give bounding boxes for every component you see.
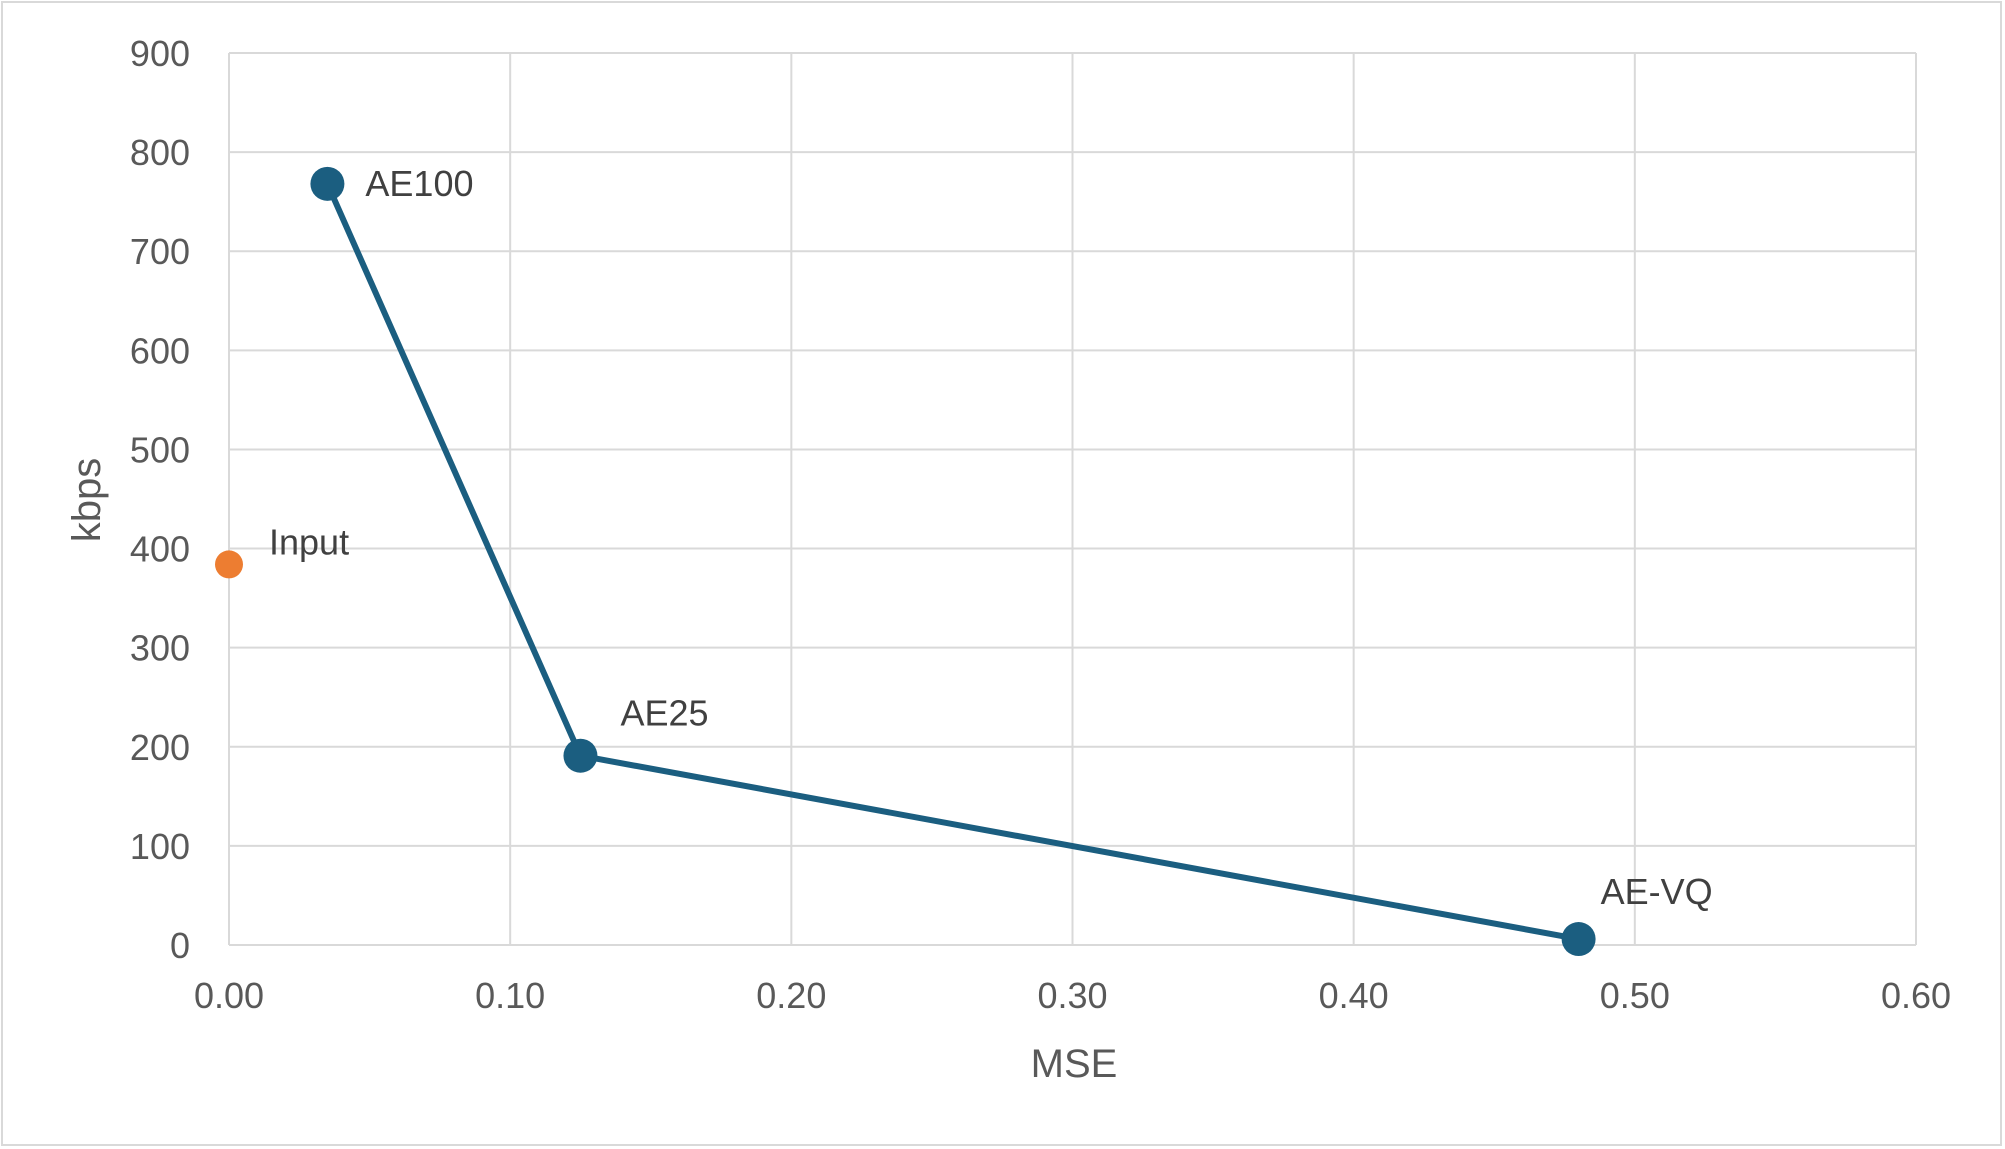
y-tick-label: 500 <box>130 429 190 470</box>
y-tick-label: 600 <box>130 330 190 371</box>
y-tick-label: 300 <box>130 628 190 669</box>
y-tick-label: 800 <box>130 132 190 173</box>
data-point-marker <box>563 738 598 773</box>
y-tick-label: 200 <box>130 727 190 768</box>
y-tick-label: 900 <box>130 33 190 74</box>
y-tick-label: 0 <box>170 925 190 966</box>
x-tick-label: 0.10 <box>475 975 545 1016</box>
data-series <box>215 166 1596 957</box>
y-tick-label: 400 <box>130 529 190 570</box>
data-label: AE100 <box>365 163 473 204</box>
x-tick-label: 0.00 <box>194 975 264 1016</box>
x-tick-label: 0.20 <box>756 975 826 1016</box>
series-line <box>324 182 1580 943</box>
x-tick-label: 0.60 <box>1881 975 1951 1016</box>
y-tick-label: 700 <box>130 231 190 272</box>
data-label: AE25 <box>620 693 708 734</box>
y-tick-label: 100 <box>130 826 190 867</box>
y-axis-title: kbps <box>65 458 109 543</box>
data-point-marker <box>215 550 243 579</box>
data-label: AE-VQ <box>1601 871 1713 912</box>
data-label: Input <box>269 521 349 562</box>
x-axis-title: MSE <box>1031 1042 1118 1086</box>
x-tick-label: 0.40 <box>1319 975 1389 1016</box>
grid-lines <box>228 52 1917 946</box>
x-tick-label: 0.50 <box>1600 975 1670 1016</box>
data-point-marker <box>1561 922 1596 957</box>
data-point-marker <box>310 166 345 201</box>
x-tick-label: 0.30 <box>1037 975 1107 1016</box>
point-labels: AE100 AE25 AE-VQ Input <box>269 163 1713 912</box>
tick-labels: 0.00 0.10 0.20 0.30 0.40 0.50 0.60 0 100 200 300 40… <box>130 33 1951 1016</box>
